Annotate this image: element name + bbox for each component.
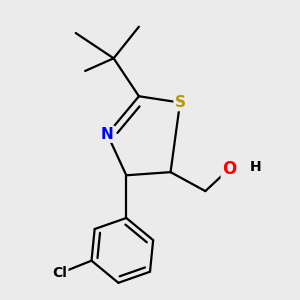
Text: H: H <box>250 160 261 174</box>
Text: Cl: Cl <box>52 266 67 280</box>
Text: S: S <box>175 95 185 110</box>
Text: O: O <box>222 160 236 178</box>
Text: N: N <box>101 127 114 142</box>
